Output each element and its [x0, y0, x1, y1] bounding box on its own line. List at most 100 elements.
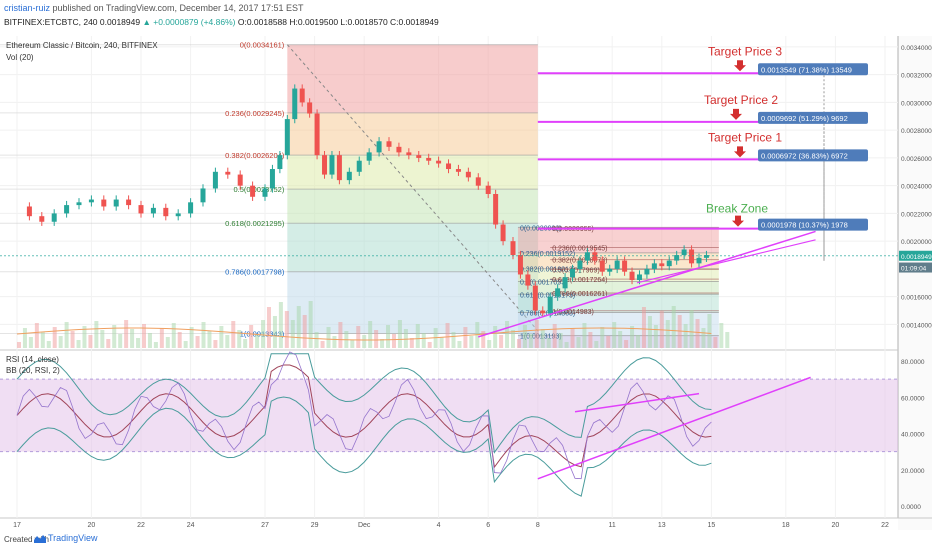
fib-zone-right: [517, 281, 719, 295]
time-axis-tick: 24: [187, 522, 195, 529]
candle-body: [150, 207, 156, 214]
candle-body: [307, 102, 313, 114]
price-axis-tick: 0.0026000: [901, 156, 932, 163]
fib-zone: [287, 155, 538, 190]
volume-bar: [725, 332, 730, 348]
candle-body: [299, 88, 305, 103]
price-axis-tick: 0.0028000: [901, 128, 932, 135]
candle-body: [666, 260, 672, 267]
volume-bar: [457, 341, 462, 348]
tradingview-brand[interactable]: TradingView: [48, 533, 98, 543]
candle-body: [314, 113, 320, 156]
volume-bar: [641, 307, 646, 348]
time-axis-tick: 20: [88, 522, 96, 529]
volume-bar: [570, 328, 575, 348]
candle-body: [500, 224, 506, 242]
ohlc-line: BITFINEX:ETCBTC, 240 0.0018949 ▲ +0.0000…: [4, 17, 439, 27]
volume-bar: [249, 325, 254, 348]
time-axis-tick: 11: [609, 522, 616, 529]
candle-body: [406, 152, 412, 156]
time-axis-tick: 15: [708, 522, 716, 529]
volume-bar: [522, 325, 527, 348]
volume-bar: [302, 315, 307, 348]
volume-bar: [147, 333, 152, 348]
candle-body: [689, 249, 695, 264]
candle-body: [175, 213, 181, 217]
candle-body: [396, 146, 402, 153]
candle-body: [547, 296, 553, 314]
target-info-box: [758, 218, 868, 231]
candle-body: [336, 155, 342, 181]
time-axis-tick: 4: [437, 522, 441, 529]
candle-body: [532, 285, 538, 311]
candle-body: [475, 177, 481, 186]
price-tag-label: 01:09:04: [901, 266, 927, 273]
candle-body: [292, 88, 298, 120]
volume-bar: [516, 339, 521, 348]
candle-body: [237, 174, 243, 186]
symbol-label: BITFINEX:ETCBTC, 240: [4, 17, 98, 27]
candle-body: [592, 252, 598, 261]
candle-body: [416, 155, 422, 158]
rsi-trend-line-upper: [574, 392, 700, 413]
volume-title: Vol (20): [6, 53, 34, 62]
rsi-axis-tick: 60.0000: [901, 395, 925, 402]
volume-bar: [415, 324, 420, 348]
price-change: ▲ +0.0000879 (+4.86%): [142, 17, 236, 27]
candle-body: [651, 263, 657, 269]
volume-bar: [100, 330, 105, 348]
volume-bar: [707, 314, 712, 348]
volume-bar: [362, 335, 367, 348]
volume-bar: [409, 338, 414, 348]
volume-bar: [350, 340, 355, 348]
volume-bar: [219, 326, 224, 348]
chart-canvas[interactable]: 0(0.0034161) 0.236(0.0029245) 0.382(0.0026…: [0, 36, 932, 530]
candle-body: [555, 288, 561, 297]
volume-bar: [177, 332, 182, 348]
volume-bar: [665, 320, 670, 348]
volume-bar: [582, 323, 587, 348]
fib-right-label: 0.5(0.0017093): [520, 280, 567, 287]
volume-bar: [207, 331, 212, 348]
volume-bar: [636, 335, 641, 348]
volume-bar: [487, 340, 492, 348]
target-info-box: [758, 63, 868, 76]
target-info: 0.0013549 (71.38%) 13549: [761, 65, 852, 74]
fib-right-label: 0.786(0.0014863): [520, 310, 575, 317]
time-axis-tick: 17: [13, 522, 21, 529]
volume-bar: [40, 332, 45, 348]
volume-bar: [374, 330, 379, 348]
volume-bar: [278, 302, 283, 348]
chart-header: cristian-ruiz published on TradingView.c…: [0, 0, 932, 36]
volume-bar: [34, 323, 39, 348]
candle-body: [250, 185, 256, 197]
volume-bar: [499, 335, 504, 348]
price-tag: [899, 262, 932, 273]
fib-level-label: 0.236(0.0029245): [225, 109, 285, 118]
candle-body: [225, 171, 231, 175]
volume-bar: [46, 341, 51, 348]
volume-bar: [451, 332, 456, 348]
fib-inner-label: 0.236(0.0019545): [552, 245, 607, 252]
volume-bar: [171, 323, 176, 348]
volume-bar: [386, 325, 391, 348]
volume-bar: [284, 311, 289, 348]
volume-bar: [136, 338, 141, 348]
time-axis-tick: 20: [832, 522, 840, 529]
author-link[interactable]: cristian-ruiz: [4, 3, 51, 13]
time-axis-tick: 18: [782, 522, 790, 529]
rsi-axis-tick: 80.0000: [901, 359, 925, 366]
volume-bar: [28, 337, 33, 348]
volume-bar: [701, 328, 706, 348]
fib-level-label: 0.5(0.0023752): [233, 185, 284, 194]
volume-bar: [231, 321, 236, 348]
candle-body: [659, 263, 665, 267]
volume-bar: [320, 341, 325, 348]
candle-body: [212, 171, 218, 189]
candle-body: [269, 169, 275, 189]
price-axis-tick: 0.0034000: [901, 45, 932, 52]
price-axis-tick: 0.0024000: [901, 184, 932, 191]
bb-title: BB (20, RSI, 2): [6, 366, 60, 375]
candle-body: [138, 205, 144, 214]
volume-ma-line: [16, 327, 712, 341]
